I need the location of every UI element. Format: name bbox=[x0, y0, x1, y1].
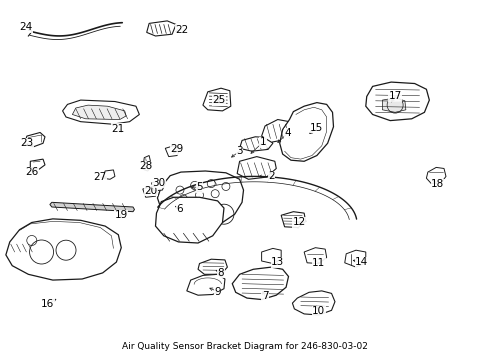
Text: 13: 13 bbox=[270, 257, 284, 267]
Polygon shape bbox=[365, 82, 428, 121]
Text: 4: 4 bbox=[284, 128, 290, 138]
Polygon shape bbox=[30, 159, 45, 169]
Polygon shape bbox=[142, 186, 157, 197]
Polygon shape bbox=[157, 171, 243, 228]
Text: 9: 9 bbox=[214, 287, 221, 297]
Text: 6: 6 bbox=[176, 204, 183, 214]
Text: 3: 3 bbox=[236, 146, 243, 156]
Polygon shape bbox=[6, 219, 121, 280]
Text: 24: 24 bbox=[19, 22, 32, 32]
Polygon shape bbox=[72, 105, 126, 120]
Text: 21: 21 bbox=[111, 124, 125, 134]
Text: 14: 14 bbox=[354, 257, 368, 267]
Text: 5: 5 bbox=[196, 182, 203, 192]
Text: 20: 20 bbox=[144, 186, 157, 196]
Text: 7: 7 bbox=[261, 291, 268, 301]
Polygon shape bbox=[304, 248, 326, 264]
Text: 17: 17 bbox=[387, 91, 401, 102]
Text: 23: 23 bbox=[20, 138, 34, 148]
Polygon shape bbox=[237, 157, 276, 179]
Text: Air Quality Sensor Bracket Diagram for 246-830-03-02: Air Quality Sensor Bracket Diagram for 2… bbox=[122, 342, 366, 351]
Polygon shape bbox=[203, 88, 230, 111]
Polygon shape bbox=[198, 259, 227, 274]
Text: 30: 30 bbox=[152, 178, 165, 188]
Polygon shape bbox=[261, 248, 281, 264]
Text: 1: 1 bbox=[259, 137, 266, 147]
Text: 22: 22 bbox=[175, 24, 188, 35]
Polygon shape bbox=[261, 120, 292, 142]
Text: 27: 27 bbox=[93, 172, 107, 182]
Polygon shape bbox=[50, 202, 134, 212]
Text: 15: 15 bbox=[309, 123, 323, 133]
Text: 29: 29 bbox=[170, 144, 183, 154]
Polygon shape bbox=[239, 137, 272, 151]
Polygon shape bbox=[281, 212, 305, 228]
Polygon shape bbox=[146, 21, 176, 36]
Polygon shape bbox=[151, 180, 165, 191]
Polygon shape bbox=[62, 100, 139, 124]
Text: 8: 8 bbox=[217, 268, 224, 278]
Polygon shape bbox=[24, 132, 45, 147]
Polygon shape bbox=[186, 274, 224, 295]
Text: 25: 25 bbox=[212, 95, 225, 105]
Polygon shape bbox=[232, 267, 288, 300]
Polygon shape bbox=[344, 250, 365, 267]
Polygon shape bbox=[382, 98, 405, 112]
Text: 12: 12 bbox=[292, 217, 305, 228]
Text: 18: 18 bbox=[430, 179, 444, 189]
Polygon shape bbox=[142, 156, 151, 171]
Polygon shape bbox=[426, 167, 445, 184]
Text: 28: 28 bbox=[139, 161, 152, 171]
Polygon shape bbox=[102, 170, 115, 179]
Polygon shape bbox=[279, 103, 333, 161]
Polygon shape bbox=[292, 291, 334, 315]
Polygon shape bbox=[165, 146, 180, 157]
Polygon shape bbox=[155, 197, 224, 243]
Text: 10: 10 bbox=[312, 306, 325, 316]
Text: 11: 11 bbox=[311, 258, 325, 268]
Text: 2: 2 bbox=[267, 171, 274, 181]
Text: 16: 16 bbox=[41, 299, 55, 309]
Text: 19: 19 bbox=[114, 210, 128, 220]
Text: 26: 26 bbox=[25, 167, 39, 177]
